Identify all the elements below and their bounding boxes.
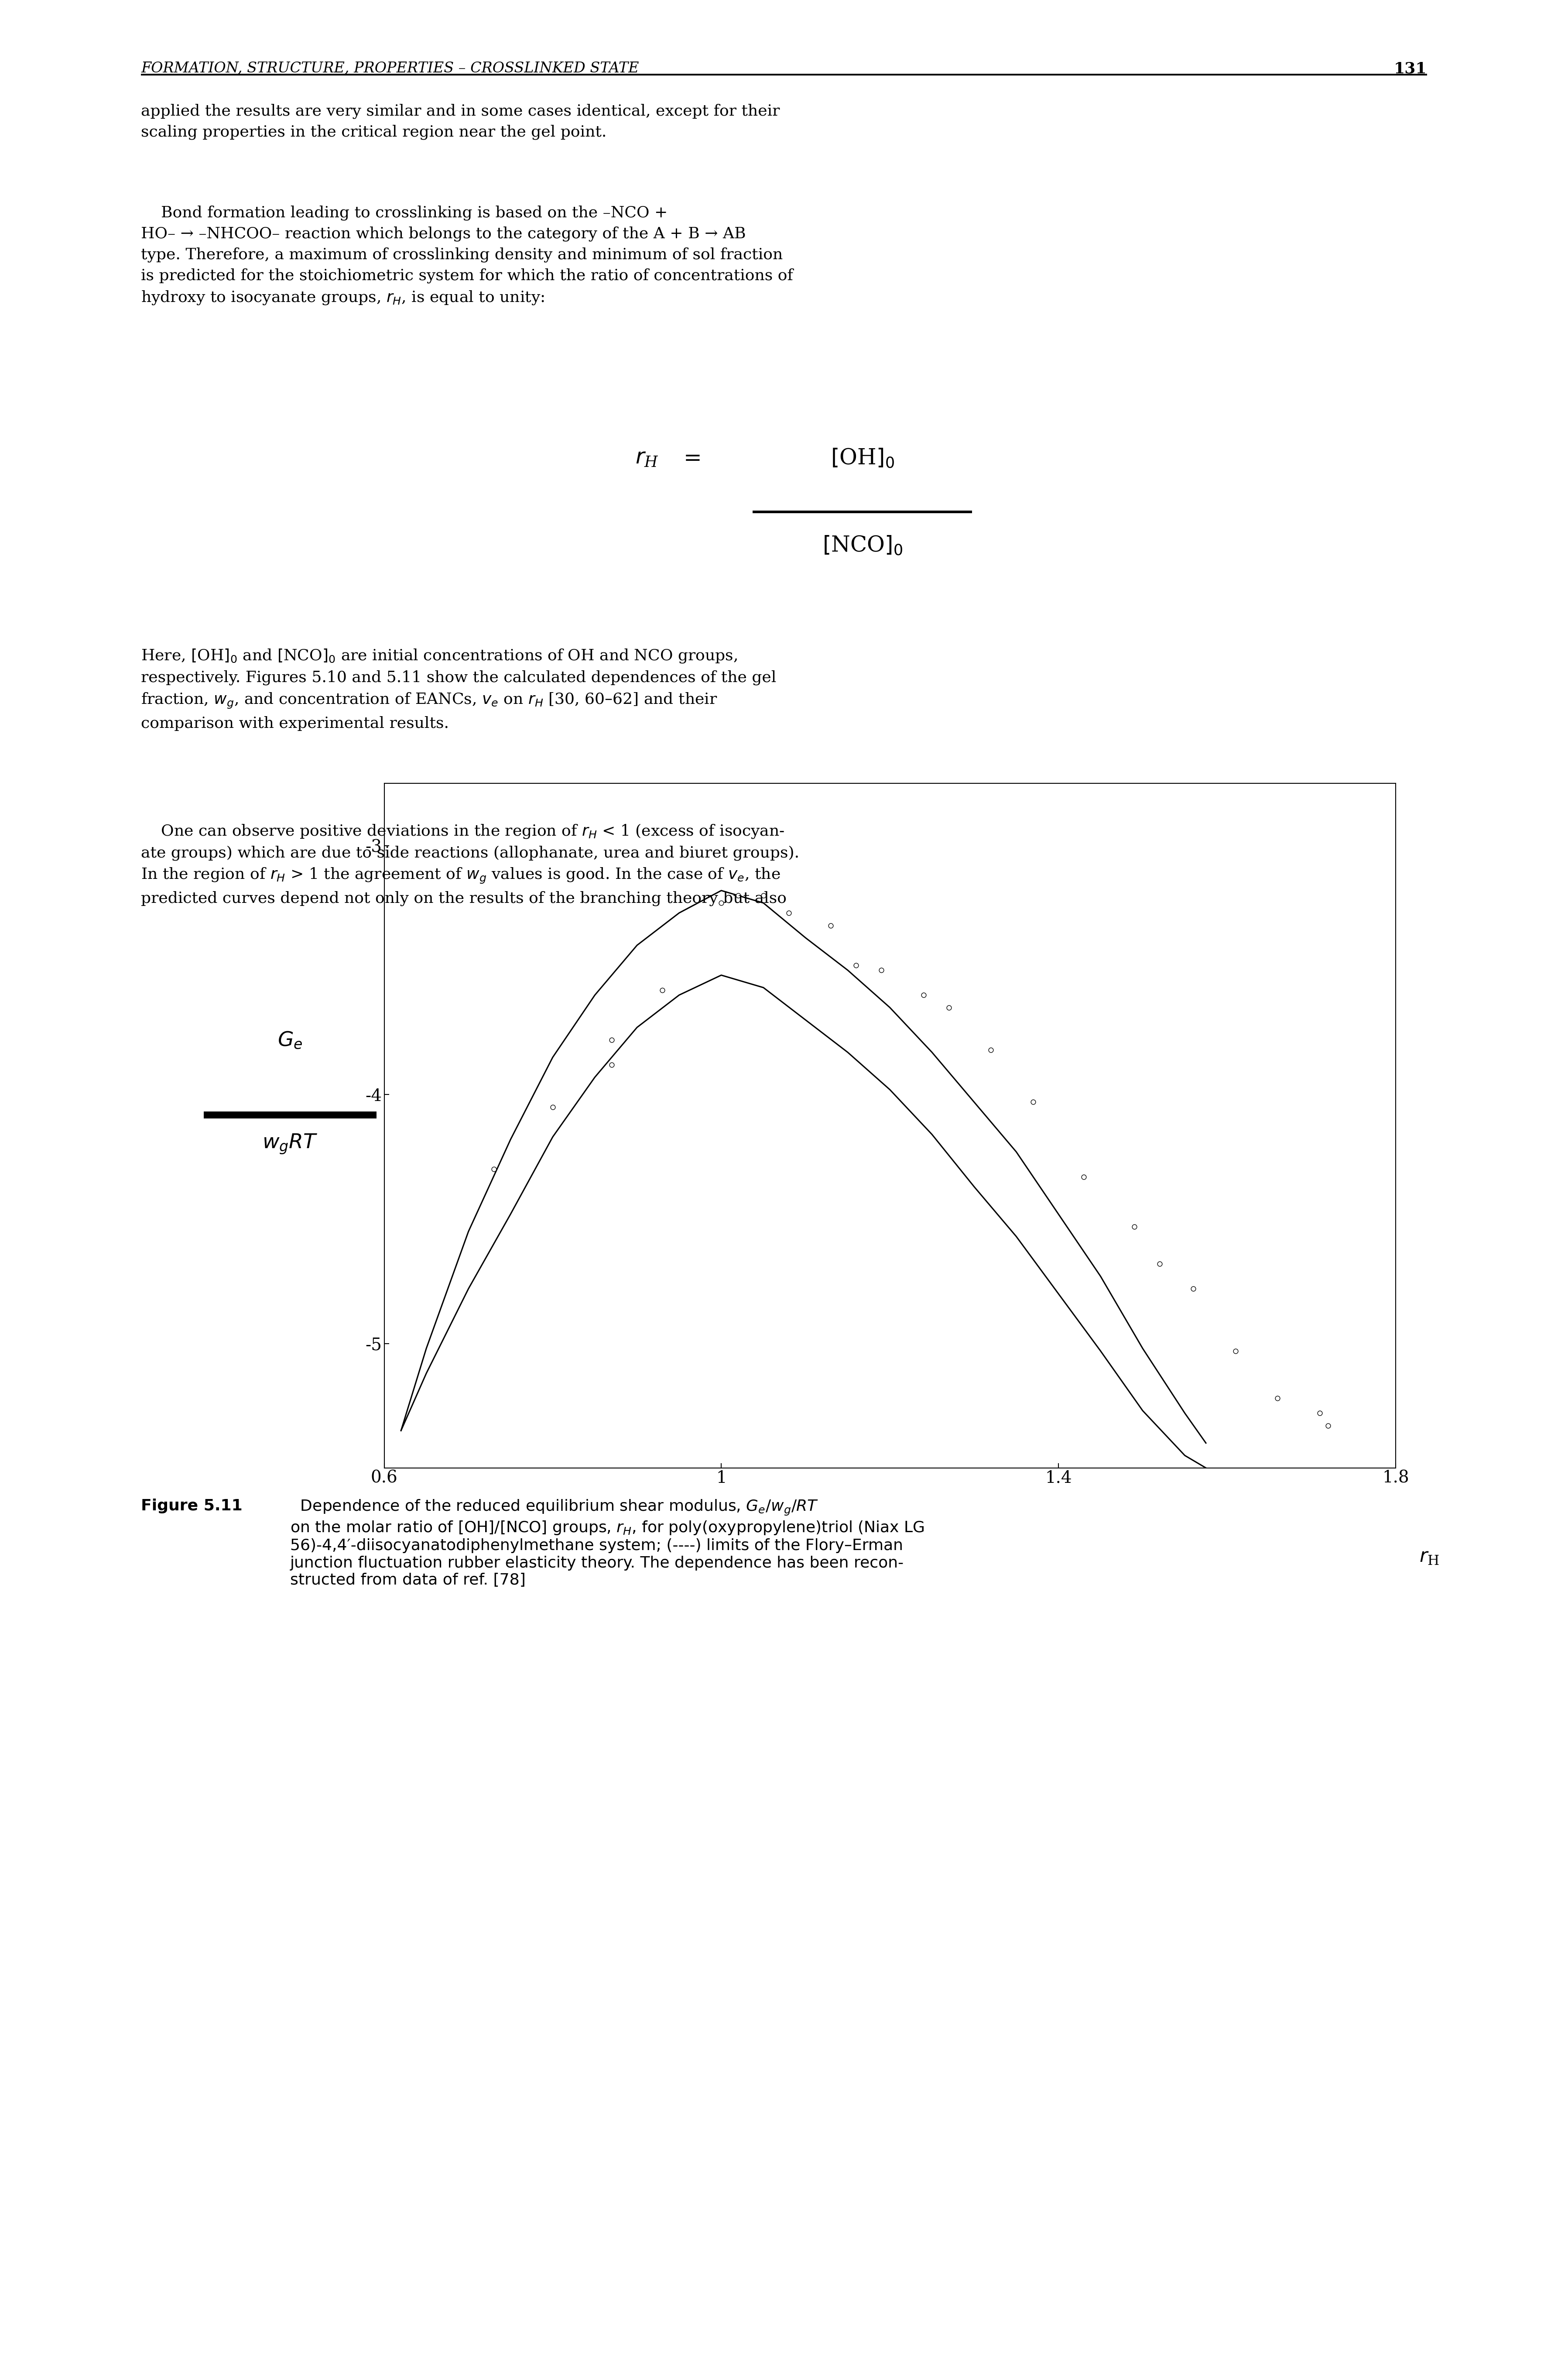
Point xyxy=(599,1045,624,1083)
Point xyxy=(911,977,936,1015)
Point xyxy=(776,894,801,932)
Text: $[\mathregular{NCO}]_0$: $[\mathregular{NCO}]_0$ xyxy=(822,536,903,557)
Text: $[\mathregular{OH}]_0$: $[\mathregular{OH}]_0$ xyxy=(831,448,894,470)
Point xyxy=(818,906,844,944)
Point xyxy=(1265,1378,1290,1416)
Point xyxy=(1121,1208,1146,1246)
Text: 131: 131 xyxy=(1394,61,1427,76)
Point xyxy=(869,951,894,989)
Point xyxy=(1148,1246,1173,1284)
Text: $=$: $=$ xyxy=(679,448,701,470)
Text: Bond formation leading to crosslinking is based on the –NCO +
HO– → –NHCOO– reac: Bond formation leading to crosslinking i… xyxy=(141,205,793,307)
Text: applied the results are very similar and in some cases identical, except for the: applied the results are very similar and… xyxy=(141,104,779,139)
Text: Dependence of the reduced equilibrium shear modulus, $G_e/w_g/RT$
on the molar r: Dependence of the reduced equilibrium sh… xyxy=(290,1499,925,1588)
Text: Here, $[\mathregular{OH}]_0$ and $[\mathregular{NCO}]_0$ are initial concentrati: Here, $[\mathregular{OH}]_0$ and $[\math… xyxy=(141,649,776,732)
Text: $w_g RT$: $w_g RT$ xyxy=(262,1133,318,1156)
Point xyxy=(936,989,961,1027)
Point xyxy=(1316,1407,1341,1444)
Text: Figure 5.11: Figure 5.11 xyxy=(141,1499,243,1513)
Point xyxy=(1223,1331,1248,1369)
Text: $r_\mathregular{H}$: $r_\mathregular{H}$ xyxy=(635,448,659,470)
Point xyxy=(751,876,776,913)
Point xyxy=(1181,1270,1206,1307)
Point xyxy=(844,946,869,984)
Text: $r_\mathregular{H}$: $r_\mathregular{H}$ xyxy=(1419,1548,1439,1567)
Text: One can observe positive deviations in the region of $r_H$ < 1 (excess of isocya: One can observe positive deviations in t… xyxy=(141,824,800,906)
Point xyxy=(1308,1395,1333,1433)
Point xyxy=(541,1088,566,1126)
Point xyxy=(649,972,674,1010)
Point xyxy=(709,885,734,923)
Point xyxy=(1021,1083,1046,1121)
Point xyxy=(1071,1159,1096,1197)
Point xyxy=(599,1022,624,1060)
Text: $G_e$: $G_e$ xyxy=(278,1031,303,1050)
Text: FORMATION, STRUCTURE, PROPERTIES – CROSSLINKED STATE: FORMATION, STRUCTURE, PROPERTIES – CROSS… xyxy=(141,61,640,76)
Point xyxy=(978,1031,1004,1069)
Point xyxy=(481,1149,506,1187)
Point xyxy=(726,876,751,913)
